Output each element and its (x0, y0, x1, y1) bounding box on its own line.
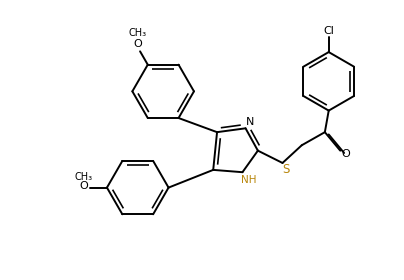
Text: CH₃: CH₃ (129, 28, 147, 38)
Text: O: O (341, 150, 350, 160)
Text: S: S (282, 163, 289, 176)
Text: N: N (246, 117, 255, 127)
Text: O: O (80, 181, 88, 191)
Text: CH₃: CH₃ (75, 172, 93, 182)
Text: Cl: Cl (323, 25, 334, 36)
Text: NH: NH (241, 175, 257, 185)
Text: O: O (133, 39, 142, 49)
